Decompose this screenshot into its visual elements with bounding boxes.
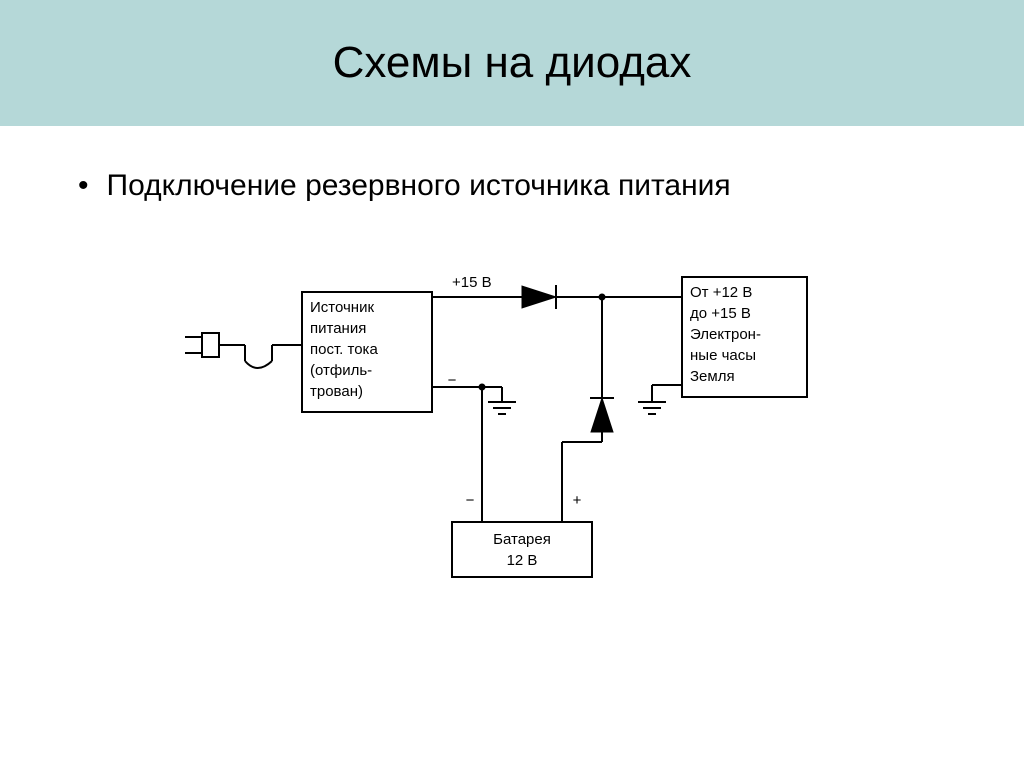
svg-text:−: − bbox=[466, 492, 475, 509]
svg-text:12 В: 12 В bbox=[507, 552, 538, 569]
bullet-item: • Подключение резервного источника питан… bbox=[70, 166, 954, 207]
svg-text:Земля: Земля bbox=[690, 368, 735, 385]
svg-text:Источник: Источник bbox=[310, 299, 374, 316]
content-area: • Подключение резервного источника питан… bbox=[0, 126, 1024, 677]
svg-text:питания: питания bbox=[310, 320, 366, 337]
svg-text:+: + bbox=[573, 492, 582, 509]
bullet-text: Подключение резервного источника питания bbox=[107, 166, 731, 207]
svg-text:(отфиль-: (отфиль- bbox=[310, 362, 372, 379]
page-title: Схемы на диодах bbox=[0, 38, 1024, 88]
svg-text:+15 В: +15 В bbox=[452, 274, 492, 291]
title-bar: Схемы на диодах bbox=[0, 0, 1024, 126]
svg-text:трован): трован) bbox=[310, 383, 363, 400]
svg-text:до +15 В: до +15 В bbox=[690, 305, 751, 322]
svg-text:−: − bbox=[448, 372, 457, 389]
svg-text:ные часы: ные часы bbox=[690, 347, 756, 364]
svg-text:пост. тока: пост. тока bbox=[310, 341, 378, 358]
circuit-svg: Источник питания пост. тока (отфиль-трован)… bbox=[162, 237, 862, 637]
svg-text:От +12 В: От +12 В bbox=[690, 284, 752, 301]
svg-text:Электрон-: Электрон- bbox=[690, 326, 761, 343]
svg-text:Батарея: Батарея bbox=[493, 531, 551, 548]
bullet-dot: • bbox=[78, 166, 89, 207]
circuit-diagram: Источник питания пост. тока (отфиль-трован)… bbox=[162, 237, 862, 637]
